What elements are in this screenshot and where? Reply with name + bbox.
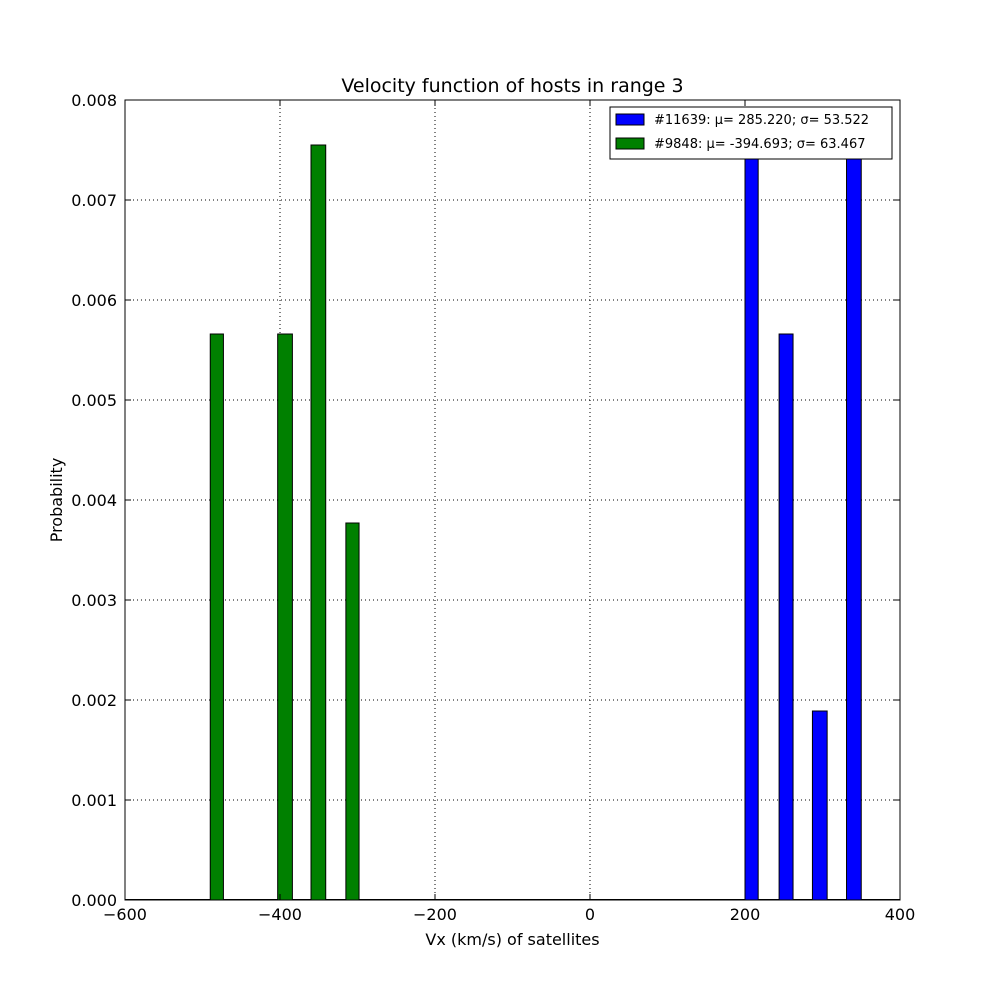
legend-swatch-0: [615, 113, 645, 126]
bar-series1-2: [310, 144, 327, 900]
bar-series0-0: [744, 144, 759, 900]
x-tick-label: −400: [258, 905, 302, 924]
bars: [209, 144, 862, 900]
y-tick-label: 0.008: [71, 91, 117, 110]
x-tick-label: 200: [730, 905, 761, 924]
y-tick-label: 0.004: [71, 491, 117, 510]
legend-label-1: #9848: μ= -394.693; σ= 63.467: [654, 137, 866, 152]
x-tick-label: −600: [103, 905, 147, 924]
legend-label-0: #11639: μ= 285.220; σ= 53.522: [654, 113, 869, 128]
y-tick-label: 0.002: [71, 691, 117, 710]
y-tick-label: 0.003: [71, 591, 117, 610]
bar-series0-2: [811, 710, 828, 900]
x-tick-label: −200: [413, 905, 457, 924]
legend: #11639: μ= 285.220; σ= 53.522 #9848: μ= …: [609, 106, 893, 160]
y-tick-label: 0.005: [71, 391, 117, 410]
legend-box: [609, 106, 893, 160]
y-tick-label: 0.007: [71, 191, 117, 210]
bar-series1-3: [345, 522, 360, 900]
chart-title: Velocity function of hosts in range 3: [341, 75, 683, 97]
legend-swatch-1: [615, 137, 645, 150]
y-axis-label: Probability: [47, 458, 66, 543]
y-tick-label: 0.001: [71, 791, 117, 810]
bar-series1-1: [277, 333, 293, 900]
x-tick-label: 0: [585, 905, 595, 924]
x-tick-label: 400: [885, 905, 916, 924]
ticks: −600 −400 −200 0 200 400 0.000 0.001 0.002 0.003 0…: [71, 91, 915, 924]
x-axis-label: Vx (km/s) of satellites: [425, 930, 599, 949]
bar-series0-3: [846, 144, 862, 900]
y-tick-label: 0.000: [71, 891, 117, 910]
bar-series1-0: [209, 333, 224, 900]
y-tick-label: 0.006: [71, 291, 117, 310]
bar-series0-1: [778, 333, 794, 900]
